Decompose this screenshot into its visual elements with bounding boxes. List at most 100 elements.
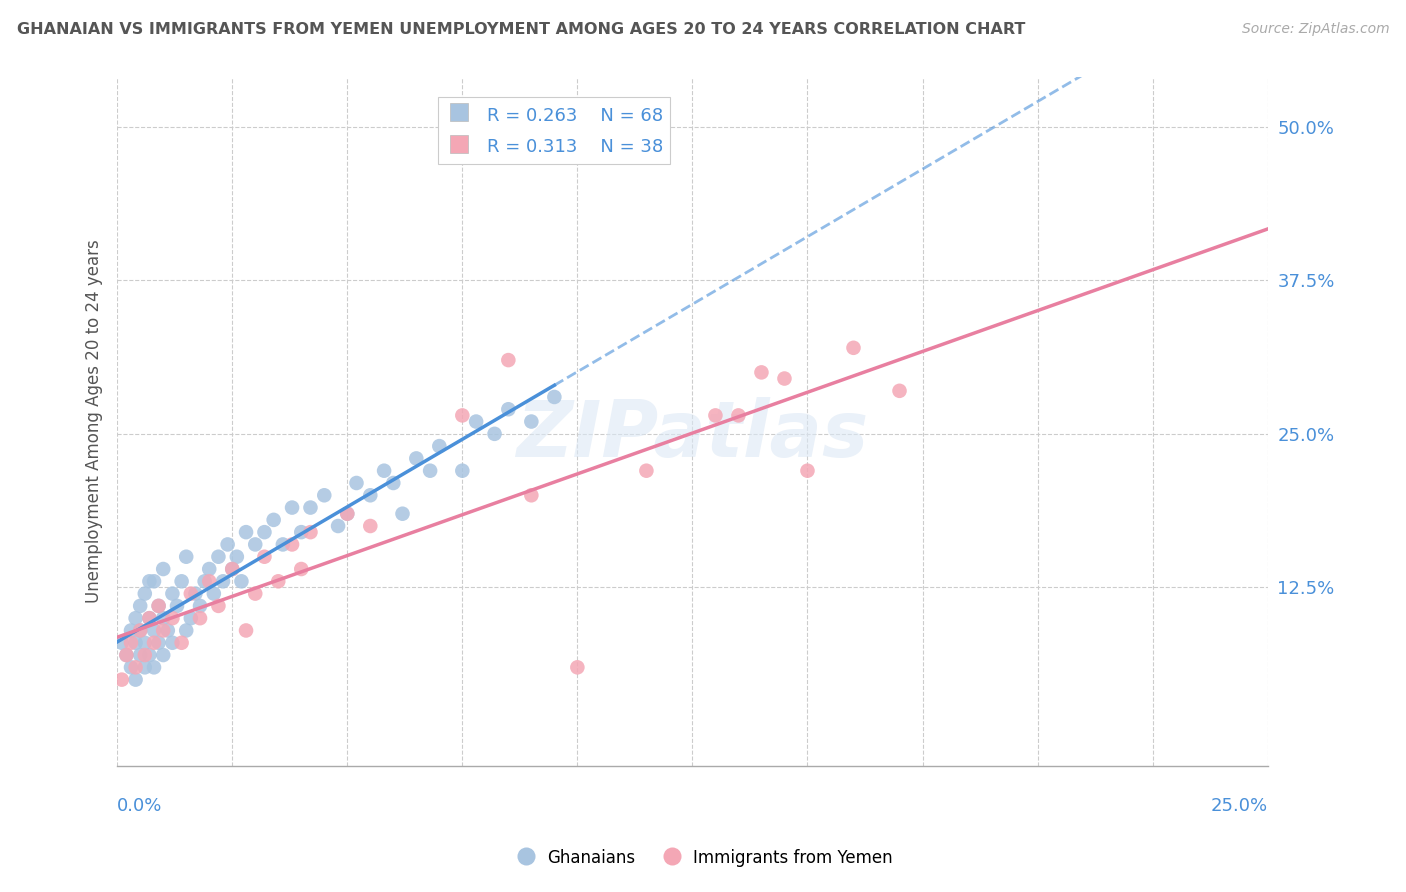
Point: [162, 611, 184, 625]
Point: [124, 636, 146, 650]
Point: [636, 464, 658, 478]
Point: [465, 415, 488, 429]
Point: [129, 624, 152, 638]
Point: [148, 636, 170, 650]
Point: [134, 660, 156, 674]
Point: [314, 488, 336, 502]
Legend: Ghanaians, Immigrants from Yemen: Ghanaians, Immigrants from Yemen: [506, 841, 900, 875]
Point: [405, 451, 427, 466]
Point: [129, 648, 152, 662]
Point: [212, 574, 235, 589]
Point: [498, 353, 520, 368]
Point: [520, 488, 543, 502]
Point: [170, 574, 193, 589]
Point: [111, 636, 134, 650]
Point: [727, 409, 749, 423]
Point: [520, 415, 543, 429]
Point: [198, 562, 221, 576]
Point: [773, 371, 796, 385]
Text: ZIPatlas: ZIPatlas: [516, 397, 869, 474]
Point: [152, 624, 174, 638]
Point: [120, 660, 142, 674]
Point: [162, 586, 184, 600]
Point: [138, 611, 160, 625]
Point: [451, 409, 474, 423]
Point: [842, 341, 865, 355]
Point: [134, 636, 156, 650]
Point: [299, 525, 322, 540]
Point: [129, 624, 152, 638]
Point: [143, 660, 166, 674]
Point: [152, 611, 174, 625]
Point: [115, 648, 138, 662]
Point: [267, 574, 290, 589]
Point: [359, 488, 381, 502]
Point: [138, 648, 160, 662]
Point: [427, 439, 450, 453]
Point: [359, 519, 381, 533]
Point: [373, 464, 395, 478]
Point: [120, 636, 142, 650]
Point: [299, 500, 322, 515]
Point: [188, 611, 211, 625]
Point: [391, 507, 413, 521]
Point: [166, 599, 188, 613]
Text: 0.0%: 0.0%: [117, 797, 163, 814]
Point: [498, 402, 520, 417]
Point: [202, 586, 225, 600]
Point: [336, 507, 359, 521]
Point: [253, 549, 276, 564]
Point: [138, 611, 160, 625]
Point: [207, 599, 229, 613]
Point: [115, 648, 138, 662]
Point: [221, 562, 243, 576]
Point: [326, 519, 349, 533]
Point: [180, 611, 202, 625]
Point: [134, 648, 156, 662]
Point: [170, 636, 193, 650]
Point: [152, 648, 174, 662]
Point: [225, 549, 247, 564]
Point: [290, 525, 312, 540]
Point: [704, 409, 727, 423]
Point: [152, 562, 174, 576]
Legend: R = 0.263    N = 68, R = 0.313    N = 38: R = 0.263 N = 68, R = 0.313 N = 38: [439, 97, 671, 164]
Point: [162, 636, 184, 650]
Point: [143, 624, 166, 638]
Point: [129, 599, 152, 613]
Y-axis label: Unemployment Among Ages 20 to 24 years: Unemployment Among Ages 20 to 24 years: [86, 240, 103, 603]
Point: [111, 673, 134, 687]
Point: [148, 599, 170, 613]
Point: [143, 636, 166, 650]
Point: [124, 660, 146, 674]
Point: [148, 599, 170, 613]
Point: [281, 500, 304, 515]
Point: [180, 586, 202, 600]
Point: [194, 574, 217, 589]
Text: Source: ZipAtlas.com: Source: ZipAtlas.com: [1241, 22, 1389, 37]
Point: [143, 574, 166, 589]
Point: [207, 549, 229, 564]
Point: [281, 537, 304, 551]
Point: [290, 562, 312, 576]
Point: [124, 673, 146, 687]
Point: [217, 537, 239, 551]
Point: [184, 586, 207, 600]
Point: [796, 464, 818, 478]
Point: [419, 464, 441, 478]
Point: [263, 513, 285, 527]
Point: [120, 624, 142, 638]
Text: 25.0%: 25.0%: [1211, 797, 1268, 814]
Point: [245, 586, 267, 600]
Point: [231, 574, 253, 589]
Point: [889, 384, 911, 398]
Point: [235, 624, 257, 638]
Point: [174, 624, 197, 638]
Point: [346, 475, 368, 490]
Point: [484, 426, 506, 441]
Point: [271, 537, 294, 551]
Point: [245, 537, 267, 551]
Point: [336, 507, 359, 521]
Point: [235, 525, 257, 540]
Text: GHANAIAN VS IMMIGRANTS FROM YEMEN UNEMPLOYMENT AMONG AGES 20 TO 24 YEARS CORRELA: GHANAIAN VS IMMIGRANTS FROM YEMEN UNEMPL…: [17, 22, 1025, 37]
